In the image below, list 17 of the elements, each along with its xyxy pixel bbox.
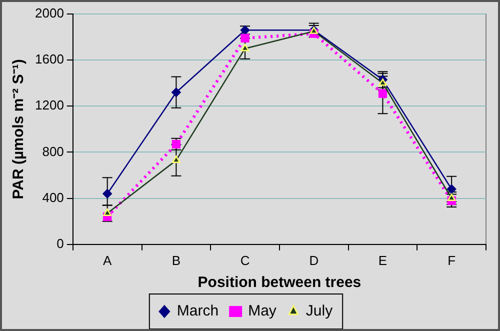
y-tick-label: 400 [42, 190, 64, 205]
x-tick-label: C [240, 252, 250, 268]
y-axis-title: PAR (µmols m⁻² S⁻¹) [10, 59, 28, 200]
legend-label: May [248, 302, 277, 320]
y-tick-label: 800 [42, 144, 64, 159]
x-tick-label: D [309, 252, 319, 268]
x-tick-label: B [172, 252, 181, 268]
legend-label: July [306, 302, 334, 320]
x-axis-title: Position between trees [198, 274, 362, 292]
x-tick-label: F [448, 252, 456, 268]
y-tick-label: 2000 [35, 6, 64, 21]
legend-label: March [176, 302, 219, 320]
x-tick-label: A [103, 252, 112, 268]
x-tick-label: E [378, 252, 388, 268]
y-tick-label: 1600 [35, 52, 64, 67]
y-tick-label: 0 [56, 236, 64, 251]
y-tick-label: 1200 [35, 98, 64, 113]
